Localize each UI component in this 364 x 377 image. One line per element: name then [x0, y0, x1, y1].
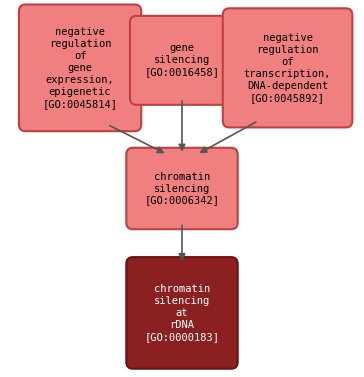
FancyBboxPatch shape — [223, 8, 352, 127]
FancyBboxPatch shape — [126, 257, 238, 369]
Text: chromatin
silencing
at
rDNA
[GO:0000183]: chromatin silencing at rDNA [GO:0000183] — [145, 284, 219, 342]
Text: gene
silencing
[GO:0016458]: gene silencing [GO:0016458] — [145, 43, 219, 77]
Text: chromatin
silencing
[GO:0006342]: chromatin silencing [GO:0006342] — [145, 172, 219, 205]
FancyBboxPatch shape — [126, 148, 238, 229]
Text: negative
regulation
of
transcription,
DNA-dependent
[GO:0045892]: negative regulation of transcription, DN… — [244, 33, 331, 103]
FancyBboxPatch shape — [19, 5, 141, 131]
Text: negative
regulation
of
gene
expression,
epigenetic
[GO:0045814]: negative regulation of gene expression, … — [43, 27, 118, 109]
FancyBboxPatch shape — [130, 16, 234, 105]
